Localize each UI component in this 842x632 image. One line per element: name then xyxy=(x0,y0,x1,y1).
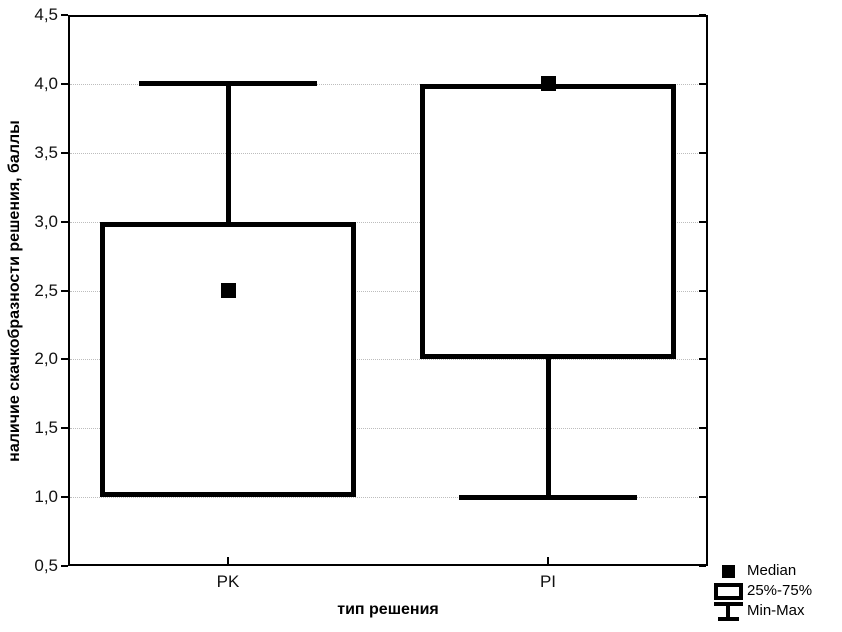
legend-item-minmax: Min-Max xyxy=(709,601,812,621)
whisker-cap-max-PK xyxy=(139,81,317,87)
x-axis-title: тип решения xyxy=(337,601,439,618)
gridline xyxy=(70,497,706,499)
y-axis-tick-left xyxy=(61,496,68,499)
y-axis-tick-left xyxy=(61,220,68,223)
y-axis-tick-left xyxy=(61,427,68,430)
whisker-vertical-bar xyxy=(725,601,730,621)
y-axis-tick-left xyxy=(61,82,68,85)
legend-item-iqr: 25%-75% xyxy=(709,581,812,601)
y-axis-tick-right xyxy=(699,14,706,16)
y-axis-tick-right xyxy=(699,82,706,85)
gridline xyxy=(70,359,706,361)
legend-label-median: Median xyxy=(747,562,797,579)
whisker-bottom-bar xyxy=(717,616,739,621)
y-axis-tick-right xyxy=(699,565,706,567)
legend-label-iqr: 25%-75% xyxy=(747,582,813,599)
y-tick-label: 2,0 xyxy=(34,349,58,369)
median-square-glyph xyxy=(721,564,735,578)
iqr-box-icon xyxy=(709,581,747,601)
y-axis-tick-right xyxy=(699,289,706,292)
y-axis-tick-left xyxy=(61,565,68,567)
whisker-cap-min-PI xyxy=(459,494,637,500)
iqr-box-PI xyxy=(420,83,676,360)
minmax-whisker-glyph xyxy=(713,601,743,621)
y-tick-label: 2,5 xyxy=(34,280,58,300)
legend: Median 25%-75% Min-Max xyxy=(709,561,812,621)
iqr-box-glyph xyxy=(713,582,743,600)
gridline xyxy=(70,428,706,430)
whisker-line-lower-PI xyxy=(545,359,551,498)
x-tick-label-PK: PK xyxy=(216,572,240,591)
y-axis-tick-left xyxy=(61,289,68,292)
y-tick-label: 3,0 xyxy=(34,211,58,231)
y-axis-tick-right xyxy=(699,151,706,154)
y-tick-label: 1,0 xyxy=(34,487,58,507)
gridline xyxy=(70,152,706,154)
y-axis-tick-right xyxy=(699,496,706,499)
minmax-whisker-icon xyxy=(709,601,747,621)
gridline xyxy=(70,290,706,292)
gridline xyxy=(70,83,706,85)
y-tick-label: 0,5 xyxy=(34,556,58,575)
y-tick-label: 1,5 xyxy=(34,418,58,438)
y-axis-tick-left xyxy=(61,151,68,154)
legend-label-minmax: Min-Max xyxy=(747,602,805,619)
y-tick-label: 3,5 xyxy=(34,142,58,162)
y-axis-tick-right xyxy=(699,358,706,361)
y-axis-tick-right xyxy=(699,220,706,223)
median-square-icon xyxy=(709,561,747,581)
y-axis-tick-right xyxy=(699,427,706,430)
gridline xyxy=(70,221,706,223)
whisker-line-upper-PK xyxy=(225,83,231,222)
y-axis-tick-left xyxy=(61,358,68,361)
median-marker-PI xyxy=(540,76,556,92)
legend-item-median: Median xyxy=(709,561,812,581)
iqr-box-PK xyxy=(100,221,356,498)
y-axis-tick-left xyxy=(61,14,68,16)
x-tick-label-PI: PI xyxy=(539,572,557,591)
x-axis-tick xyxy=(547,557,549,564)
x-axis-tick xyxy=(227,557,229,564)
y-tick-label: 4,5 xyxy=(34,5,58,24)
median-marker-PK xyxy=(220,283,236,298)
y-tick-label: 4,0 xyxy=(34,73,58,93)
